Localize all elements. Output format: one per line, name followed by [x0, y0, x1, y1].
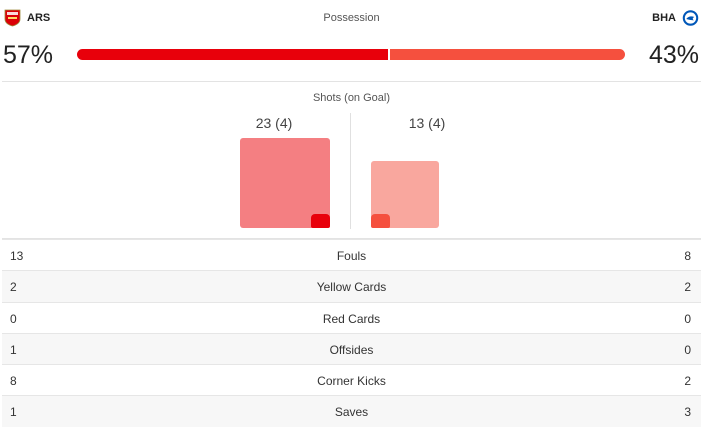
stat-row-yellow-cards: 2 Yellow Cards 2 [2, 270, 701, 302]
stat-home-value: 1 [10, 342, 17, 357]
stat-row-offsides: 1 Offsides 0 [2, 332, 701, 365]
home-shots-on-goal-box [311, 214, 330, 228]
stat-label: Corner Kicks [317, 374, 386, 389]
away-possession: 43% [648, 41, 699, 69]
stat-home-value: 0 [10, 311, 17, 326]
stat-home-value: 8 [10, 374, 17, 389]
stat-label: Red Cards [322, 311, 381, 326]
stat-label: Fouls [336, 249, 367, 263]
arsenal-crest-icon [4, 9, 21, 27]
away-shots-label: 13 (4) [408, 115, 446, 131]
section-divider [2, 81, 701, 82]
stats-table: 13 Fouls 8 2 Yellow Cards 2 0 Red Cards … [2, 239, 701, 427]
stat-away-value: 2 [684, 374, 691, 389]
stat-row-red-cards: 0 Red Cards 0 [2, 301, 701, 333]
away-team-abbr: BHA [652, 12, 676, 24]
section-divider [2, 238, 701, 239]
home-shots-box [240, 138, 330, 228]
stat-away-value: 8 [684, 249, 691, 263]
away-possession-bar [390, 49, 625, 60]
brighton-crest-icon [682, 10, 699, 26]
stat-home-value: 2 [10, 280, 17, 295]
away-team[interactable]: BHA [652, 9, 699, 27]
stat-row-fouls: 13 Fouls 8 [2, 239, 701, 270]
stat-away-value: 2 [684, 280, 691, 295]
stat-label: Yellow Cards [316, 280, 387, 295]
stat-label: Saves [334, 405, 369, 420]
stat-row-corner-kicks: 8 Corner Kicks 2 [2, 364, 701, 395]
stat-home-value: 1 [10, 405, 17, 420]
possession-bar [77, 49, 625, 60]
home-possession-bar [77, 49, 388, 60]
stat-away-value: 0 [684, 342, 691, 357]
stat-away-value: 3 [684, 405, 691, 420]
home-shots-label: 23 (4) [255, 115, 293, 131]
home-team-abbr: ARS [27, 12, 51, 24]
stat-away-value: 0 [684, 311, 691, 326]
stat-row-saves: 1 Saves 3 [2, 395, 701, 427]
home-possession: 57% [3, 41, 54, 69]
stat-home-value: 13 [10, 249, 24, 263]
stat-label: Offsides [329, 342, 374, 357]
shots-center-line [350, 113, 351, 229]
shots-title: Shots (on Goal) [312, 92, 391, 104]
away-shots-on-goal-box [371, 214, 390, 228]
possession-title: Possession [323, 12, 380, 24]
home-team[interactable]: ARS [4, 9, 50, 27]
